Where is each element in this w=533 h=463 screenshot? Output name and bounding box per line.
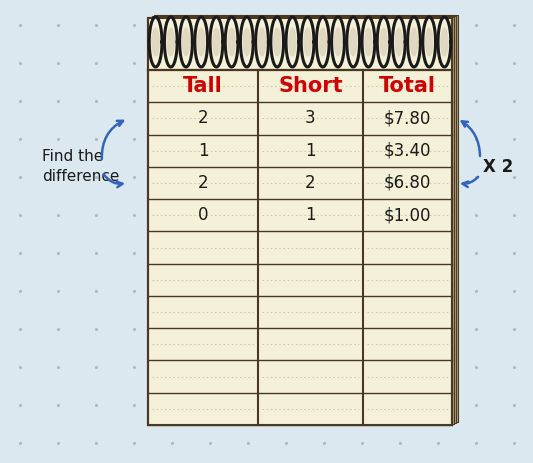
Polygon shape	[335, 28, 342, 56]
Text: 3: 3	[305, 109, 316, 127]
Text: 1: 1	[198, 142, 208, 160]
Polygon shape	[377, 17, 390, 67]
Polygon shape	[408, 17, 421, 67]
Polygon shape	[304, 28, 311, 56]
Polygon shape	[198, 28, 205, 56]
Text: $3.40: $3.40	[384, 142, 431, 160]
Polygon shape	[240, 17, 253, 67]
Polygon shape	[392, 17, 405, 67]
Polygon shape	[164, 17, 177, 67]
Polygon shape	[195, 17, 207, 67]
Text: $7.80: $7.80	[384, 109, 431, 127]
Polygon shape	[213, 28, 220, 56]
Polygon shape	[317, 17, 329, 67]
Polygon shape	[319, 28, 326, 56]
Polygon shape	[347, 17, 360, 67]
Polygon shape	[332, 17, 344, 67]
Text: X 2: X 2	[483, 158, 513, 176]
Text: 1: 1	[305, 142, 316, 160]
Polygon shape	[301, 17, 314, 67]
Polygon shape	[273, 28, 281, 56]
Polygon shape	[182, 28, 190, 56]
Bar	[148, 18, 452, 70]
Polygon shape	[441, 28, 448, 56]
Polygon shape	[380, 28, 387, 56]
Polygon shape	[243, 28, 251, 56]
Text: 0: 0	[198, 206, 208, 224]
Polygon shape	[256, 17, 269, 67]
Polygon shape	[286, 17, 299, 67]
Text: 2: 2	[198, 109, 208, 127]
Polygon shape	[289, 28, 296, 56]
Bar	[150, 17, 454, 424]
Polygon shape	[362, 17, 375, 67]
Bar	[154, 15, 458, 422]
Text: 2: 2	[198, 174, 208, 192]
Polygon shape	[149, 17, 162, 67]
Bar	[152, 16, 456, 423]
Polygon shape	[350, 28, 357, 56]
Text: difference: difference	[42, 169, 119, 184]
Polygon shape	[426, 28, 433, 56]
Text: $1.00: $1.00	[384, 206, 431, 224]
Text: $6.80: $6.80	[384, 174, 431, 192]
Polygon shape	[210, 17, 223, 67]
Text: 2: 2	[305, 174, 316, 192]
Polygon shape	[259, 28, 265, 56]
Text: Short: Short	[278, 76, 343, 96]
Text: Tall: Tall	[183, 76, 223, 96]
Polygon shape	[167, 28, 174, 56]
Polygon shape	[271, 17, 284, 67]
Polygon shape	[423, 17, 435, 67]
Polygon shape	[152, 28, 159, 56]
Polygon shape	[365, 28, 372, 56]
Polygon shape	[438, 17, 451, 67]
Polygon shape	[180, 17, 192, 67]
Text: Find the: Find the	[42, 150, 103, 164]
Polygon shape	[225, 17, 238, 67]
Polygon shape	[228, 28, 235, 56]
Text: 1: 1	[305, 206, 316, 224]
Text: Total: Total	[379, 76, 436, 96]
Polygon shape	[410, 28, 417, 56]
Bar	[148, 18, 452, 425]
Polygon shape	[395, 28, 402, 56]
